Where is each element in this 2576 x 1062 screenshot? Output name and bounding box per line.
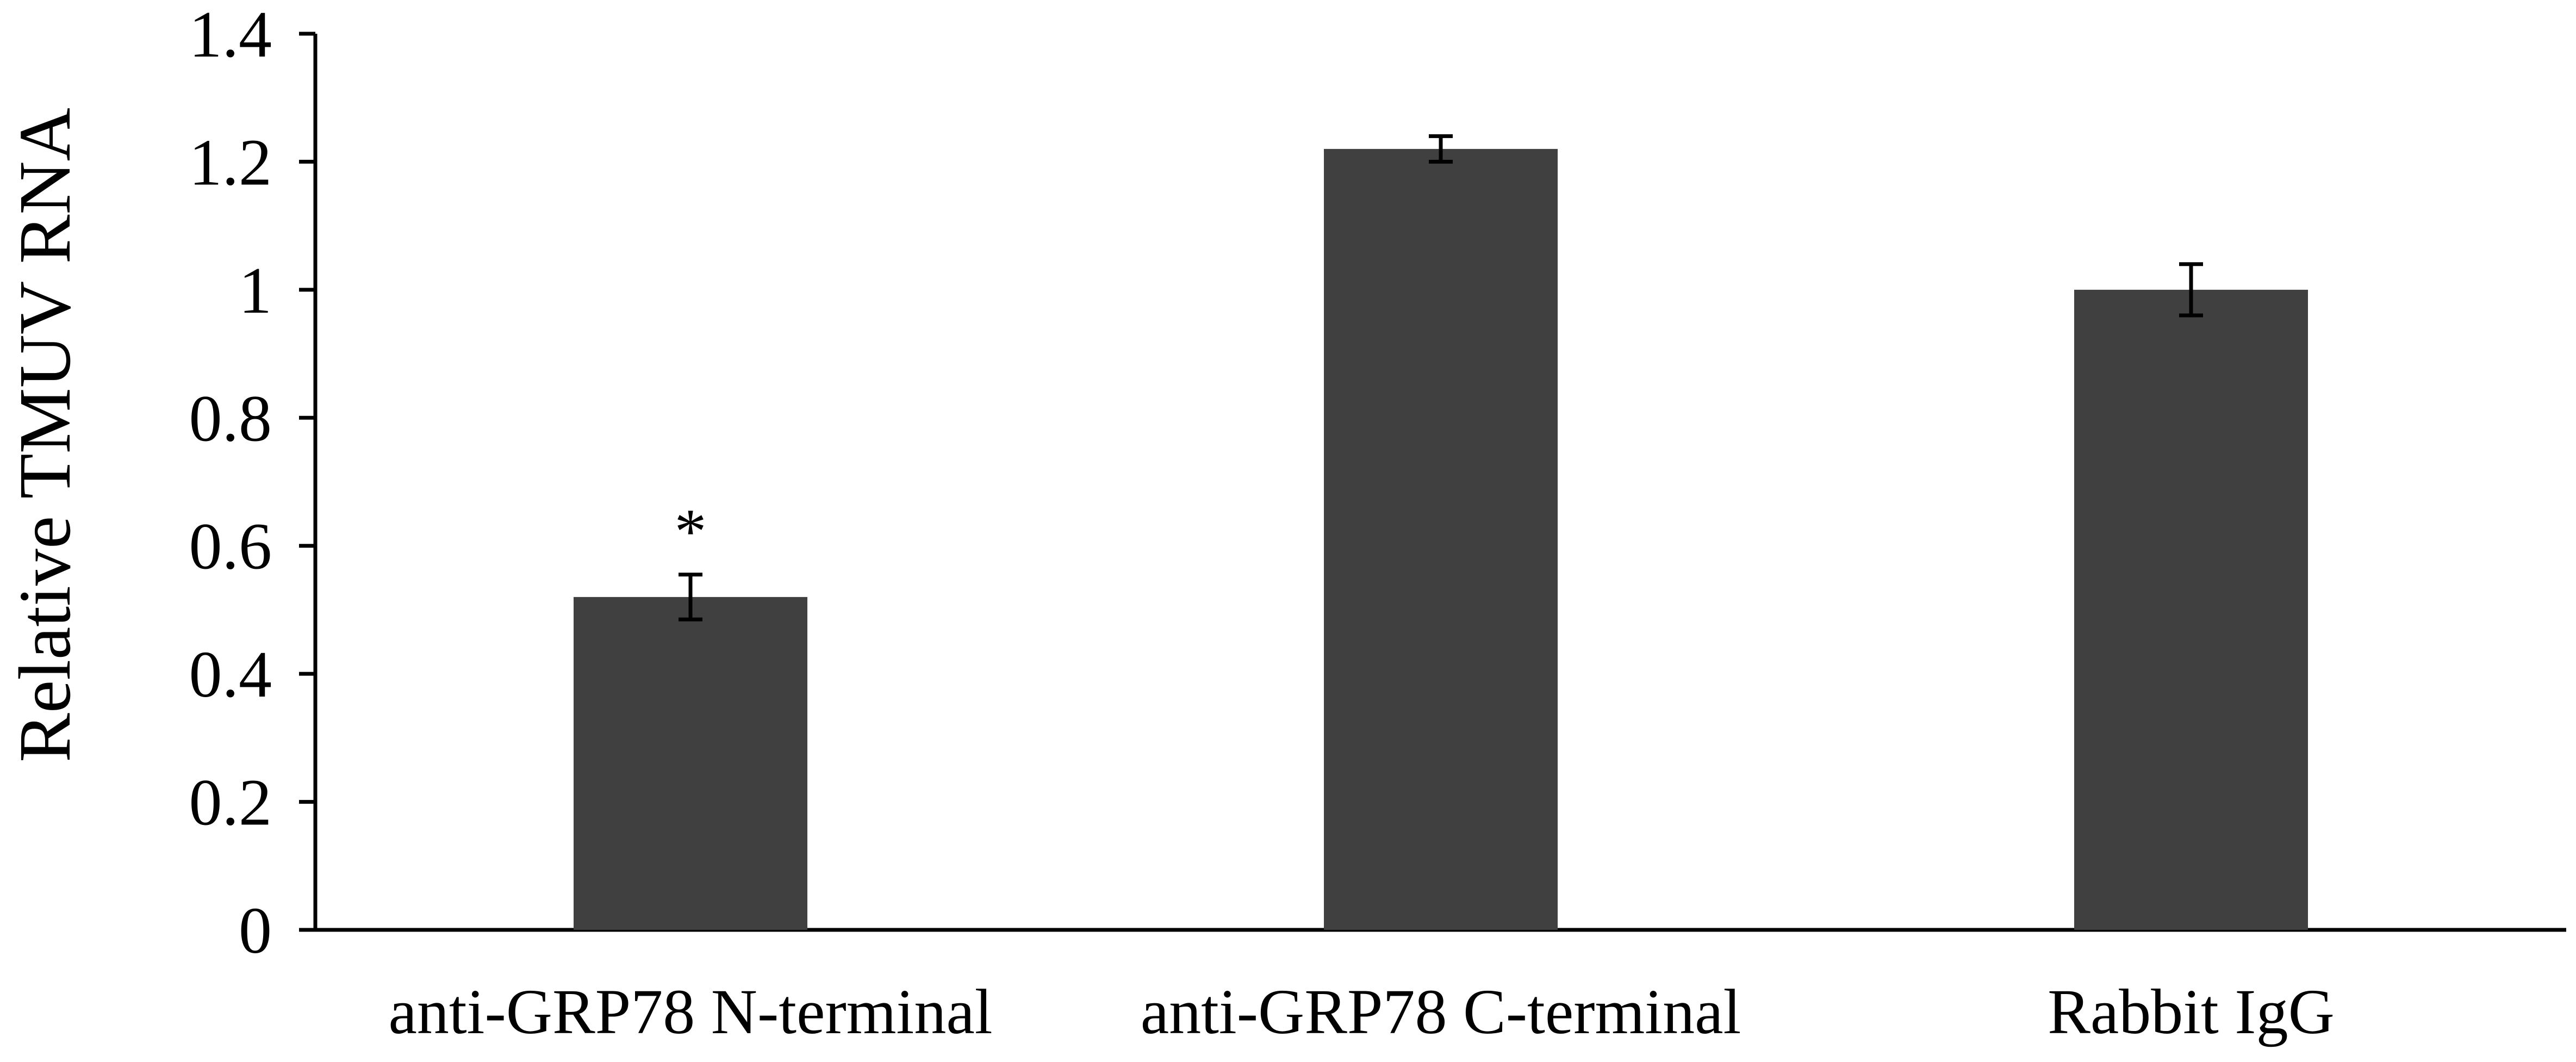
bar: [2074, 289, 2308, 930]
y-tick-label: 0: [239, 894, 272, 967]
y-tick-label: 1.4: [189, 0, 272, 71]
x-tick-label: anti-GRP78 N-terminal: [389, 976, 993, 1047]
x-tick-label: Rabbit IgG: [2048, 976, 2335, 1047]
y-tick-label: 0.8: [189, 382, 272, 455]
y-tick-label: 1.2: [189, 126, 272, 199]
y-tick-label: 0.4: [189, 638, 272, 711]
y-tick-label: 1: [239, 254, 272, 327]
y-tick-label: 0.2: [189, 766, 272, 840]
significance-marker: *: [675, 496, 707, 567]
y-tick-label: 0.6: [189, 510, 272, 583]
bar: [1324, 148, 1558, 930]
bar: [574, 597, 807, 930]
plot-area: 0 0.2 0.4 0.6 0.8 1 1.2 1.4 * anti-GRP78 N-termin…: [189, 0, 2566, 1047]
x-tick-label: anti-GRP78 C-terminal: [1141, 976, 1741, 1047]
y-axis-title: Relative TMUV RNA: [4, 108, 86, 762]
